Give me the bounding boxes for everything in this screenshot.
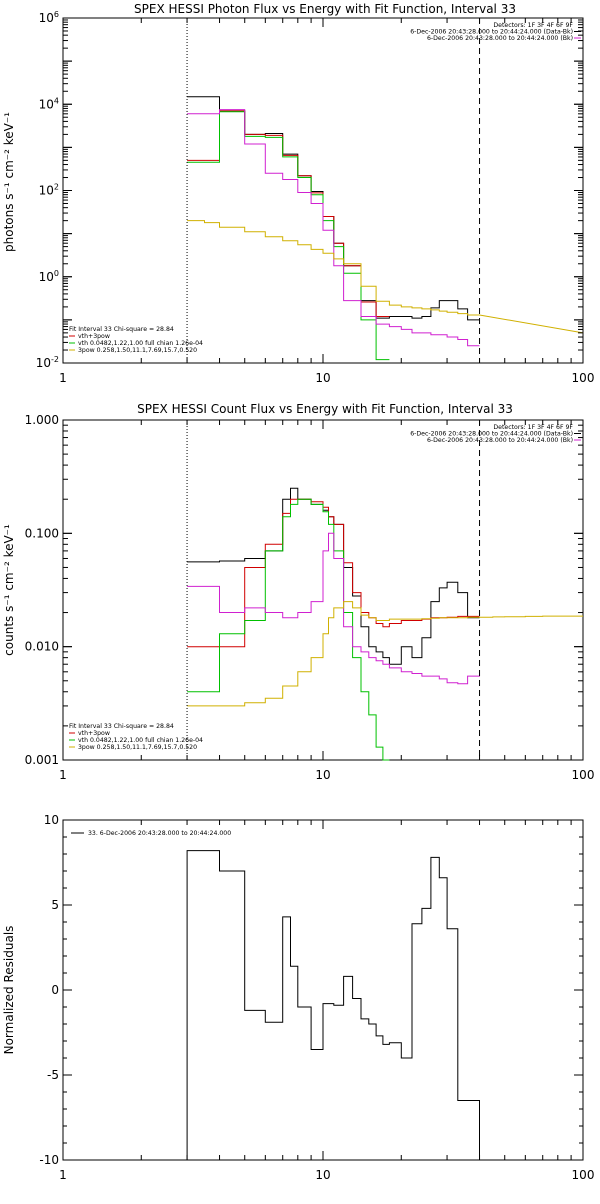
photon-flux-fit-legend-text: vth 0.0482,1.22,1.00 full chian 1.26e-04	[78, 340, 203, 347]
residuals-series-0	[186, 850, 480, 1160]
photon-flux-plot-frame	[62, 17, 584, 364]
count-flux-top-legend: Detectors: 1F 3F 4F 6F 9F6-Dec-2006 20:4…	[410, 424, 581, 444]
residuals-xtick-label: 1	[59, 1168, 67, 1182]
photon-flux-ytick-label: 10-2	[36, 355, 59, 370]
count-flux-ytick-label: 0.010	[25, 640, 59, 654]
residuals-series	[186, 850, 480, 1160]
photon-flux-series-5	[479, 314, 584, 334]
count-flux-ytick-label: 1.000	[25, 413, 59, 427]
count-flux-fit-legend-text: Fit Interval 33 Chi-square = 28.84	[69, 723, 174, 730]
count-flux-title: SPEX HESSI Count Flux vs Energy with Fit…	[137, 402, 513, 416]
count-flux-ylabel: counts s⁻¹ cm⁻² keV⁻¹	[2, 524, 16, 656]
count-flux-top-legend-text: 6-Dec-2006 20:43:28.000 to 20:44:24.000 …	[427, 437, 573, 444]
count-flux-series	[187, 487, 583, 761]
photon-flux-top-legend: Detectors: 1F 3F 4F 6F 9F6-Dec-2006 20:4…	[410, 22, 581, 42]
photon-flux-top-legend-text: 6-Dec-2006 20:43:28.000 to 20:44:24.000 …	[427, 35, 573, 42]
photon-flux-xtick-label: 100	[572, 371, 595, 385]
photon-flux-top-legend-text: Detectors: 1F 3F 4F 6F 9F	[493, 22, 573, 29]
photon-flux-series-3	[187, 109, 480, 347]
photon-flux-panel: SPEX HESSI Photon Flux vs Energy with Fi…	[2, 2, 594, 385]
residuals-xtick-label: 10	[315, 1168, 330, 1182]
count-flux-top-legend-text: 6-Dec-2006 20:43:28.000 to 20:44:24.000 …	[410, 431, 573, 438]
residuals-plot-frame	[62, 819, 584, 1161]
count-flux-fit-legend-text: vth 0.0482,1.22,1.00 full chian 1.26e-04	[78, 737, 203, 744]
photon-flux-fit-legend: Fit Interval 33 Chi-square = 28.84vth+3p…	[69, 326, 203, 354]
count-flux-ytick-label: 0.001	[25, 753, 59, 767]
count-flux-series-0	[187, 487, 480, 665]
residuals-panel: Normalized Residuals 1 10 100 -10 -5 0 5 10 33.…	[2, 813, 594, 1182]
photon-flux-ytick-label: 100	[39, 269, 59, 284]
residuals-legend: 33. 6-Dec-2006 20:43:28.000 to 20:44:24.…	[71, 830, 231, 837]
count-flux-xtick-label: 1	[59, 768, 67, 782]
count-flux-xtick-label: 100	[572, 768, 595, 782]
photon-flux-fit-legend-text: Fit Interval 33 Chi-square = 28.84	[69, 326, 174, 333]
photon-flux-ytick-label: 102	[39, 183, 59, 198]
count-flux-fit-legend-text: vth+3pow	[78, 730, 110, 737]
photon-flux-ylabel: photons s⁻¹ cm⁻² keV⁻¹	[2, 112, 16, 252]
photon-flux-title: SPEX HESSI Photon Flux vs Energy with Fi…	[134, 2, 516, 16]
count-flux-series-4	[187, 601, 583, 707]
photon-flux-axes: 1 10 100 10-2 100 102 104 106	[36, 10, 595, 385]
count-flux-top-legend-text: Detectors: 1F 3F 4F 6F 9F	[493, 424, 573, 431]
residuals-axes: 1 10 100 -10 -5 0 5 10	[39, 813, 594, 1182]
count-flux-series-2	[187, 498, 390, 761]
count-flux-series-3	[187, 532, 480, 685]
photon-flux-fit-legend-text: 3pow 0.258,1.50,11.1,7.69,15.7,0.520	[78, 347, 197, 354]
residuals-legend-text: 33. 6-Dec-2006 20:43:28.000 to 20:44:24.…	[88, 830, 231, 837]
photon-flux-ytick-label: 104	[39, 96, 59, 111]
residuals-ytick-label: 0	[51, 983, 59, 997]
count-flux-fit-legend-text: 3pow 0.258,1.50,11.1,7.69,15.7,0.520	[78, 744, 197, 751]
count-flux-axes: 1 10 100 0.001 0.010 0.100 1.000	[25, 413, 595, 782]
count-flux-series-1	[187, 498, 480, 648]
residuals-ytick-label: 5	[51, 898, 59, 912]
count-flux-ytick-label: 0.100	[25, 526, 59, 540]
photon-flux-series-0	[187, 96, 480, 321]
residuals-ylabel: Normalized Residuals	[2, 926, 16, 1055]
photon-flux-fit-legend-text: vth+3pow	[78, 333, 110, 340]
photon-flux-series-4	[187, 220, 480, 316]
photon-flux-top-legend-text: 6-Dec-2006 20:43:28.000 to 20:44:24.000 …	[410, 29, 573, 36]
photon-flux-series	[187, 96, 584, 361]
photon-flux-xtick-label: 10	[315, 371, 330, 385]
photon-flux-series-1	[187, 110, 390, 317]
count-flux-panel: SPEX HESSI Count Flux vs Energy with Fit…	[2, 402, 594, 782]
residuals-ytick-label: -5	[47, 1068, 59, 1082]
photon-flux-ytick-label: 106	[39, 10, 59, 25]
residuals-ytick-label: -10	[39, 1153, 59, 1167]
photon-flux-xtick-label: 1	[59, 371, 67, 385]
photon-flux-series-2	[187, 111, 390, 361]
count-flux-xtick-label: 10	[315, 768, 330, 782]
residuals-xtick-label: 100	[572, 1168, 595, 1182]
residuals-ytick-label: 10	[44, 813, 59, 827]
count-flux-fit-legend: Fit Interval 33 Chi-square = 28.84vth+3p…	[69, 723, 203, 751]
